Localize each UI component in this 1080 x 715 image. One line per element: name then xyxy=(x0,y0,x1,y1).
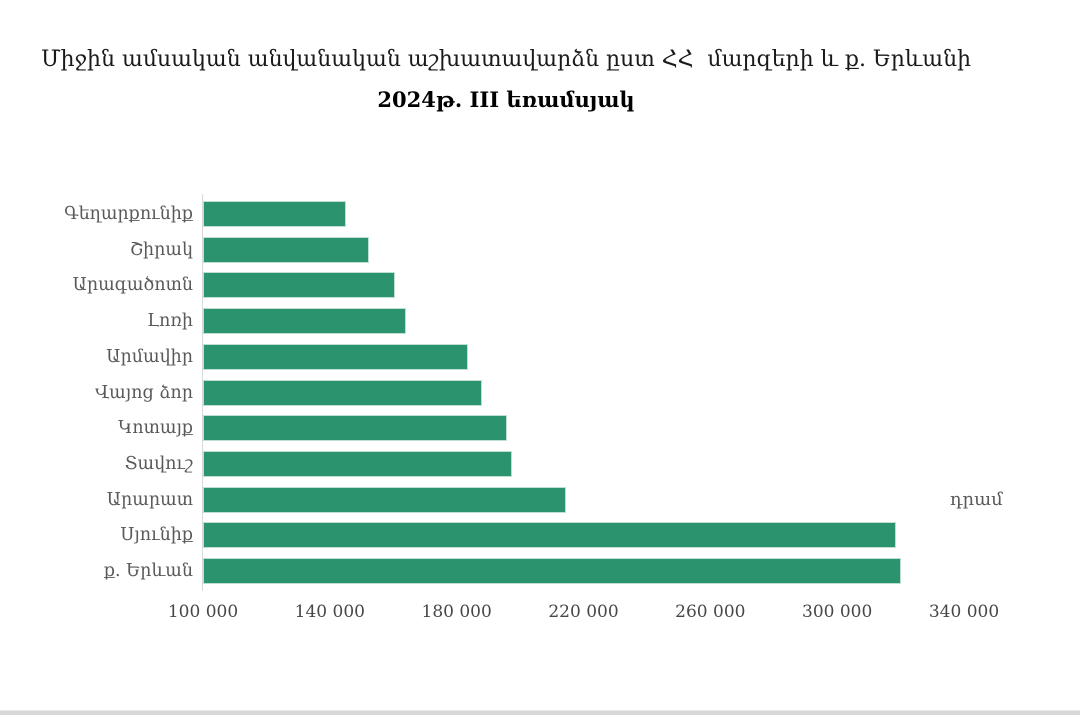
bar xyxy=(203,236,370,263)
bar xyxy=(203,558,901,585)
x-tick-label: 340 000 xyxy=(928,602,1000,622)
chart-row: Տավուշ xyxy=(10,446,964,482)
bar xyxy=(203,486,567,513)
bar-track xyxy=(203,415,964,442)
x-tick-label: 180 000 xyxy=(421,602,492,622)
bar-track xyxy=(203,486,964,513)
bar-track xyxy=(203,200,964,227)
bar xyxy=(203,415,508,442)
bar-track xyxy=(203,236,964,263)
category-label: Սյունիք xyxy=(120,525,193,546)
chart-row: Արմավիր xyxy=(10,339,964,375)
bar-track xyxy=(203,308,964,335)
chart-header: Միջին ամսական անվանական աշխատավարձն ըստ … xyxy=(0,46,1012,112)
window-bottom-edge xyxy=(0,710,1080,715)
bar-track xyxy=(203,379,964,406)
bar xyxy=(203,272,395,299)
bar-track xyxy=(203,343,964,370)
category-label: Արարատ xyxy=(106,489,193,510)
bar-track xyxy=(203,451,964,477)
x-tick-label: 220 000 xyxy=(548,602,619,622)
bar xyxy=(203,379,483,406)
category-label: Շիրակ xyxy=(129,239,193,260)
chart-row: ք. Երևան xyxy=(10,553,964,589)
x-axis: 100 000 140 000 180 000 220 000 260 000 300 0… xyxy=(168,602,999,628)
bar xyxy=(203,200,346,227)
category-label: Արագածոտն xyxy=(72,275,193,296)
bar-track xyxy=(203,558,964,585)
bar-chart: Գեղարքունիք Շիրակ Արագածոտն Լոռի Արմավիր Վայո… xyxy=(10,196,964,589)
x-tick-label: 140 000 xyxy=(294,602,365,622)
bar xyxy=(203,343,468,370)
chart-row: Սյունիք xyxy=(10,518,964,554)
chart-row: Արարատ xyxy=(10,482,964,518)
category-label: Լոռի xyxy=(147,311,193,332)
category-label: ք. Երևան xyxy=(103,561,193,582)
bar xyxy=(203,308,406,335)
category-label: Գեղարքունիք xyxy=(64,203,193,224)
x-tick-label: 100 000 xyxy=(167,602,239,622)
chart-subtitle: 2024թ. III եռամսյակ xyxy=(377,86,635,112)
chart-row: Գեղարքունիք xyxy=(10,196,964,232)
category-label: Վայոց ձոր xyxy=(95,382,193,403)
chart-row: Լոռի xyxy=(10,303,964,339)
chart-row: Արագածոտն xyxy=(10,267,964,303)
chart-row: Վայոց ձոր xyxy=(10,375,964,411)
bar-track xyxy=(203,522,964,549)
y-axis-line xyxy=(202,194,203,591)
chart-row: Շիրակ xyxy=(10,232,964,268)
category-label: Տավուշ xyxy=(124,454,193,474)
x-tick-label: 300 000 xyxy=(802,602,873,622)
category-label: Կոտայք xyxy=(118,418,193,439)
x-tick-label: 260 000 xyxy=(675,602,746,622)
bar xyxy=(203,522,896,549)
chart-row: Կոտայք xyxy=(10,410,964,446)
chart-title: Միջին ամսական անվանական աշխատավարձն ըստ … xyxy=(40,47,972,72)
unit-label: դրամ xyxy=(950,489,1003,510)
category-label: Արմավիր xyxy=(106,346,193,367)
bar xyxy=(203,451,513,477)
bar-track xyxy=(203,272,964,299)
